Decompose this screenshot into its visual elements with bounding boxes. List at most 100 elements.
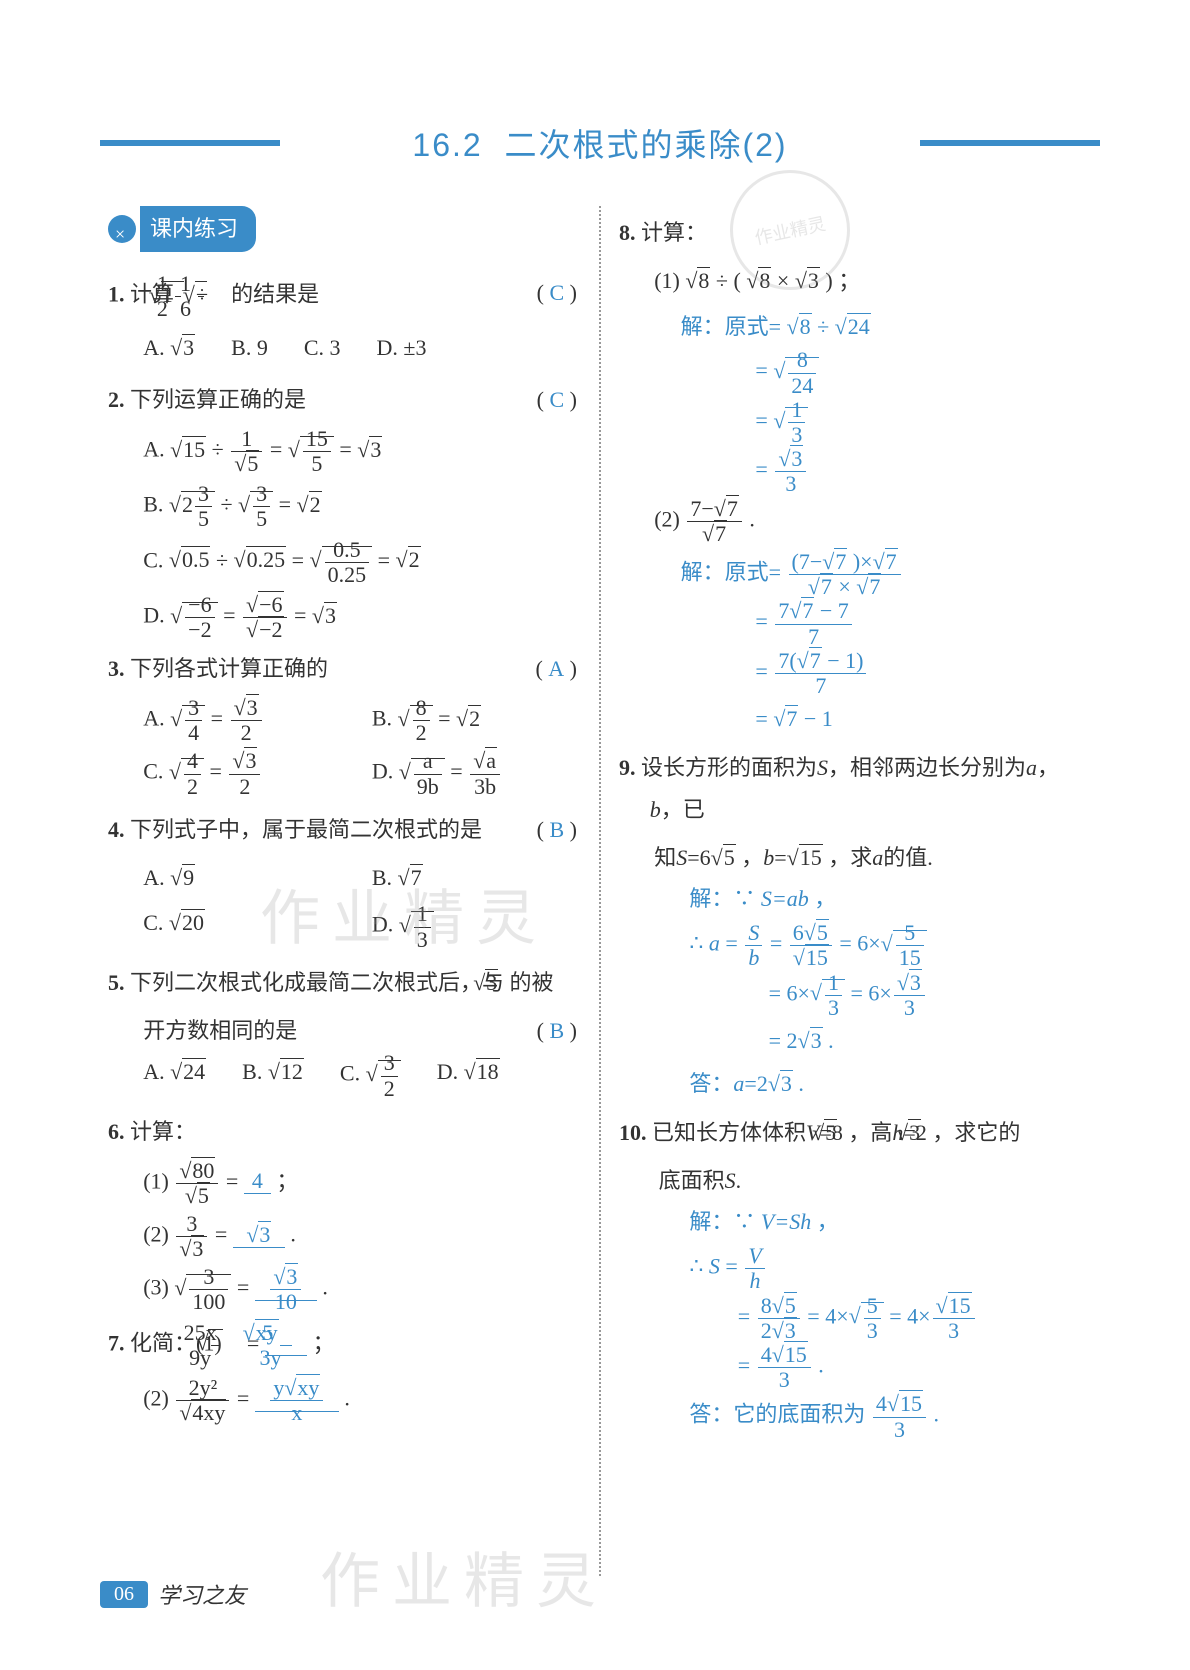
q6-p2: (2) 33 = 3 . [143, 1212, 581, 1261]
section-number: 16.2 [412, 127, 482, 163]
q4-answer-paren: ( B ) [567, 809, 577, 851]
q5-answer: B [549, 1018, 564, 1043]
q9-line1: 解：∵ S=ab ， [689, 878, 1092, 921]
q3-answer: A [548, 656, 564, 681]
q8-p2-line4: = 7 − 1 [755, 698, 1092, 741]
q5-text-l2: 开方数相同的是 ( B ) [143, 1010, 581, 1052]
q8-p2: (2) 7−77 . [654, 497, 1092, 546]
chapter-title: 16.2 二次根式的乘除(2) [412, 120, 787, 166]
q7-p2-ans: yxyx [255, 1386, 339, 1412]
q4-num: 4. [108, 817, 125, 842]
q1-opt-D: D. ±3 [377, 327, 427, 369]
q10-line3: = 8523 = 4×53 = 4×153 [738, 1294, 1092, 1343]
q1-num: 1. [108, 282, 125, 307]
q1-options: A. 3 B. 9 C. 3 D. ±3 [143, 327, 581, 373]
q9-line4: = 23 . [769, 1020, 1092, 1063]
q6-p3-ans: 310 [255, 1275, 317, 1301]
q2-opt-C: C. 0.5 ÷ 0.25 = 0.50.25 = 2 [143, 538, 581, 587]
q8-text: 计算： [641, 220, 707, 245]
q8-p2-line1: 解：原式= (7−7 )×77 × 7 [681, 550, 1092, 599]
q7-p2: (2) 2y²4xy = yxyx . [143, 1376, 581, 1425]
q1-answer: C [549, 280, 564, 305]
q3-opt-D: D. a9b = a3b [372, 749, 502, 798]
q1-answer-paren: ( C ) [567, 272, 577, 314]
section-badge-icon [108, 215, 136, 243]
q8-p1-line3: = 13 [755, 398, 1092, 447]
q4-opt-D: D. 13 [372, 902, 434, 951]
q4-opt-B: B. 7 [372, 857, 423, 899]
q3-num: 3. [108, 656, 125, 681]
content-columns: 课内练习 1. 计算 112 ÷ 16 的结果是 ( C ) A. 3 B. 9… [100, 206, 1100, 1576]
header-rule-left [100, 140, 280, 146]
q8-p2-line3: = 7(7 − 1)7 [755, 649, 1092, 698]
page: 16.2 二次根式的乘除(2) 课内练习 1. 计算 112 ÷ 16 的结果是… [0, 0, 1190, 1670]
page-number: 06 [100, 1581, 148, 1608]
q6-p1-ans: 4 [244, 1168, 271, 1194]
q10-line1: 解：∵ V=Sh ， [689, 1201, 1092, 1244]
question-8: 8. 计算： [619, 212, 1092, 254]
q1-opt-A: A. 3 [143, 327, 195, 369]
q6-num: 6. [108, 1119, 125, 1144]
question-10: 10. 已知长方体体积V=85 ，高h=23 ，求它的 [619, 1112, 1092, 1154]
q10-text-l1: 已知长方体体积V=85 ，高h=23 ，求它的 [652, 1120, 1020, 1145]
q5-num: 5. [108, 970, 125, 995]
q2-opt-A: A. 15 ÷ 15 = 155 = 3 [143, 427, 581, 476]
q9-text-l2: 知S=65 ，b=15 ，求a的值. [654, 837, 1092, 879]
q10-ans: 答：它的底面积为 4153 . [689, 1392, 1092, 1441]
q5-opt-A: A. 24 [143, 1051, 206, 1100]
q5-opt-C: C. 32 [340, 1051, 401, 1100]
q8-p2-line2: = 77 − 77 [755, 599, 1092, 648]
q5-answer-paren: ( B ) [537, 1010, 577, 1052]
q8-p1-line1: 解：原式= 8 ÷ 24 [681, 306, 1092, 349]
chapter-header: 16.2 二次根式的乘除(2) [100, 120, 1100, 166]
q9-line3: = 6×13 = 6×33 [769, 971, 1092, 1020]
q4-text: 下列式子中，属于最简二次根式的是 [130, 817, 482, 842]
q4-answer: B [549, 817, 564, 842]
q2-num: 2. [108, 387, 125, 412]
q9-text-l1: 设长方形的面积为S，相邻两边长分别为a，b，已 [641, 755, 1059, 822]
q2-text: 下列运算正确的是 [130, 387, 306, 412]
q8-num: 8. [619, 220, 636, 245]
q3-answer-paren: ( A ) [566, 648, 577, 690]
question-1: 1. 计算 112 ÷ 16 的结果是 ( C ) [108, 272, 581, 321]
question-6: 6. 计算： [108, 1111, 581, 1153]
header-rule-right [920, 140, 1100, 146]
q3-opt-B: B. 82 = 2 [372, 696, 481, 745]
question-9: 9. 设长方形的面积为S，相邻两边长分别为a，b，已 [619, 747, 1092, 831]
question-4: 4. 下列式子中，属于最简二次根式的是 ( B ) [108, 809, 581, 851]
q2-opt-D: D. −6−2 = −6−2 = 3 [143, 593, 581, 642]
q8-p1-line2: = 824 [755, 348, 1092, 397]
right-column: 8. 计算： (1) 8 ÷ ( 8 × 3 ) ； 解：原式= 8 ÷ 24 … [601, 206, 1100, 1576]
q1-opt-B: B. 9 [231, 327, 268, 369]
section-badge-label: 课内练习 [140, 206, 256, 252]
q2-opt-B: B. 235 ÷ 35 = 2 [143, 482, 581, 531]
q4-opt-C: C. 20 [143, 902, 336, 951]
q4-opt-A: A. 9 [143, 857, 336, 899]
question-3: 3. 下列各式计算正确的 ( A ) [108, 648, 581, 690]
q6-p3: (3) 3100 = 310 . [143, 1265, 581, 1314]
q10-line4: = 4153 . [738, 1343, 1092, 1392]
q8-p1-line4: = 33 [755, 447, 1092, 496]
q3-opt-C: C. 42 = 32 [143, 749, 336, 798]
q9-line2: ∴ a = Sb = 6515 = 6×515 [689, 921, 1092, 970]
question-5: 5. 下列二次根式化成最简二次根式后，与3 的被 [108, 962, 581, 1004]
q3-text: 下列各式计算正确的 [130, 656, 328, 681]
q5-opt-B: B. 12 [242, 1051, 304, 1100]
q5-options: A. 24 B. 12 C. 32 D. 18 [143, 1051, 581, 1104]
q6-text: 计算： [130, 1119, 196, 1144]
q6-p1: (1) 805 = 4 ； [143, 1159, 581, 1208]
q10-text-l2: 底面积S. [659, 1160, 1092, 1202]
q2-answer: C [549, 387, 564, 412]
q10-num: 10. [619, 1120, 647, 1145]
q9-ans: 答：a=23 . [689, 1063, 1092, 1106]
q4-options: A. 9 B. 7 C. 20 D. 13 [143, 857, 581, 956]
q1-opt-C: C. 3 [304, 327, 341, 369]
q8-p1: (1) 8 ÷ ( 8 × 3 ) ； [654, 260, 1092, 302]
question-2: 2. 下列运算正确的是 ( C ) [108, 379, 581, 421]
q7-p1-ans: 5xy3y [265, 1330, 307, 1356]
q2-answer-paren: ( C ) [567, 379, 577, 421]
q3-opt-A: A. 34 = 32 [143, 696, 336, 745]
page-footer: 06 学习之友 [100, 1578, 246, 1610]
q7-num: 7. [108, 1330, 125, 1355]
section-badge: 课内练习 [108, 206, 256, 252]
